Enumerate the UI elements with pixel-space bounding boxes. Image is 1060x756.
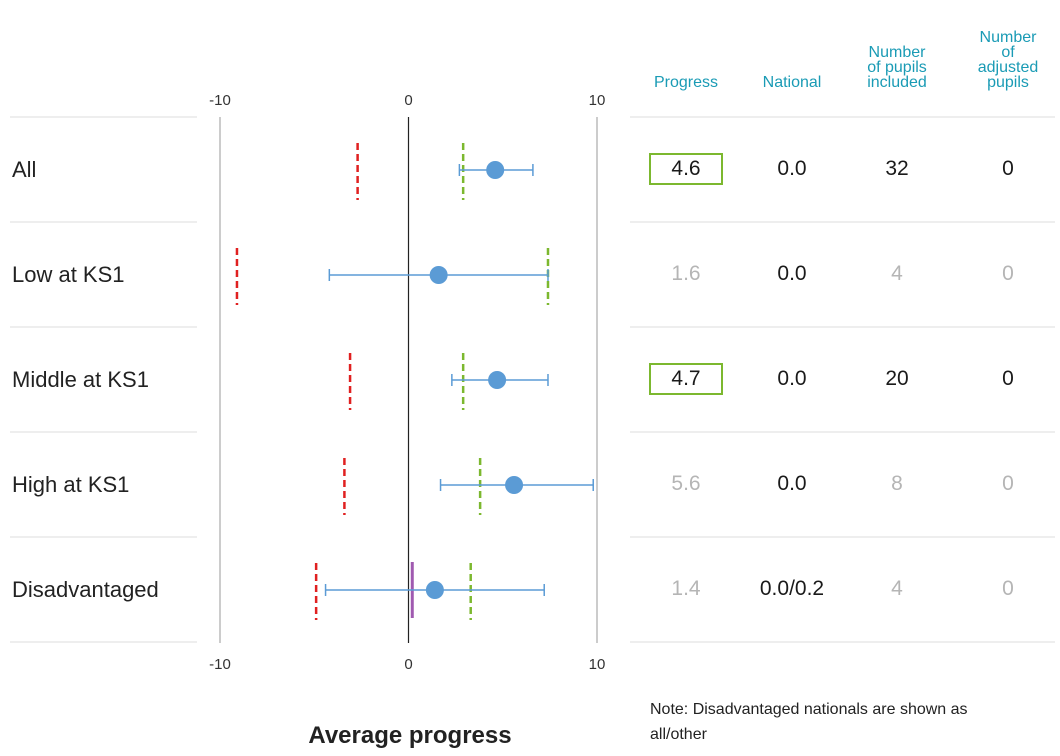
table-cell-progress: 1.4 xyxy=(671,577,701,600)
column-header: Number of adjusted pupils xyxy=(977,29,1039,91)
table-cell-pupils: 8 xyxy=(891,472,903,495)
x-tick-label: 10 xyxy=(588,656,606,673)
table-cell-pupils: 32 xyxy=(885,157,909,180)
x-tick-label: -10 xyxy=(209,656,231,673)
row-label: Middle at KS1 xyxy=(12,367,149,392)
footnote: Note: Disadvantaged nationals are shown … xyxy=(650,701,968,743)
table-cell-pupils: 20 xyxy=(885,367,909,390)
table-cell-national: 0.0 xyxy=(777,367,807,390)
row-label: All xyxy=(12,157,37,182)
table-cell-national: 0.0/0.2 xyxy=(759,577,825,600)
column-header: Progress xyxy=(653,74,719,91)
table-cell-adjusted: 0 xyxy=(1002,157,1014,180)
table-cell-progress: 5.6 xyxy=(671,472,701,495)
x-axis-label: Average progress xyxy=(308,722,512,749)
column-header: National xyxy=(762,74,822,91)
table-cell-national: 0.0 xyxy=(777,262,807,285)
progress-point xyxy=(488,371,507,389)
x-tick-label: -10 xyxy=(209,92,231,109)
table-cell-progress: 1.6 xyxy=(671,262,701,285)
column-header: Number of pupils included xyxy=(867,44,927,91)
table-cell-pupils: 4 xyxy=(891,577,903,600)
progress-point xyxy=(505,476,524,494)
table-cell-pupils: 4 xyxy=(891,262,903,285)
progress-point xyxy=(429,266,448,284)
row-label: Low at KS1 xyxy=(12,262,125,287)
table-cell-national: 0.0 xyxy=(777,157,807,180)
table-cell-progress: 4.6 xyxy=(649,153,723,185)
x-tick-label: 0 xyxy=(404,92,413,109)
x-tick-label: 10 xyxy=(588,92,606,109)
progress-point xyxy=(425,581,444,599)
table-cell-adjusted: 0 xyxy=(1002,262,1014,285)
table-cell-progress: 4.7 xyxy=(649,363,723,395)
x-tick-label: 0 xyxy=(404,656,413,673)
table-cell-adjusted: 0 xyxy=(1002,472,1014,495)
progress-point xyxy=(486,161,505,179)
table-cell-adjusted: 0 xyxy=(1002,367,1014,390)
row-label: High at KS1 xyxy=(12,472,130,497)
table-cell-adjusted: 0 xyxy=(1002,577,1014,600)
table-cell-national: 0.0 xyxy=(777,472,807,495)
row-label: Disadvantaged xyxy=(12,577,159,602)
